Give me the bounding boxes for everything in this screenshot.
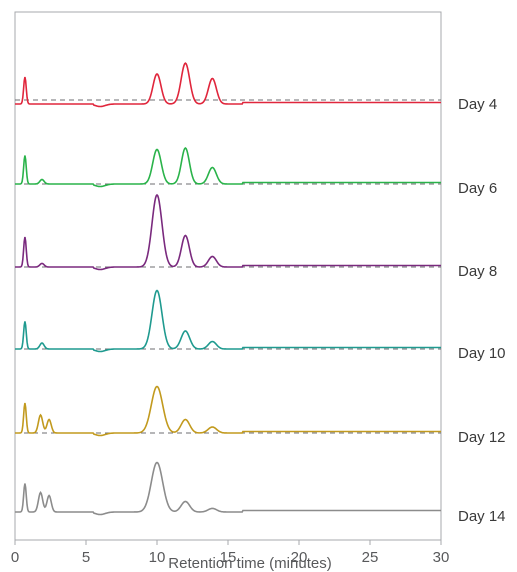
trace-day-8 — [15, 193, 441, 271]
series-label-day-8: Day 8 — [458, 263, 497, 280]
plot-frame — [14, 11, 442, 541]
trace-day-10 — [15, 289, 441, 353]
day-labels: Day 4 Day 6 Day 8 Day 10 Day 12 Day 14 — [458, 96, 506, 525]
series-label-day-10: Day 10 — [458, 345, 506, 362]
x-axis-ticks: 0 5 10 15 20 25 30 — [11, 540, 450, 566]
series-label-day-4: Day 4 — [458, 96, 497, 113]
x-tick-label-20: 20 — [291, 549, 308, 566]
series-label-day-12: Day 12 — [458, 429, 506, 446]
x-tick-label-0: 0 — [11, 549, 19, 566]
x-tick-label-30: 30 — [433, 549, 450, 566]
series-label-day-6: Day 6 — [458, 180, 497, 197]
trace-day-14 — [15, 461, 441, 516]
x-tick-label-15: 15 — [220, 549, 237, 566]
series-label-day-14: Day 14 — [458, 508, 506, 525]
x-tick-label-5: 5 — [82, 549, 90, 566]
x-tick-label-25: 25 — [362, 549, 379, 566]
trace-day-6 — [15, 146, 441, 188]
x-axis-title: Retention time (minutes) — [168, 555, 331, 572]
x-tick-label-10: 10 — [149, 549, 166, 566]
trace-day-12 — [15, 385, 441, 437]
trace-day-4 — [15, 62, 441, 108]
traces-group — [15, 62, 441, 516]
